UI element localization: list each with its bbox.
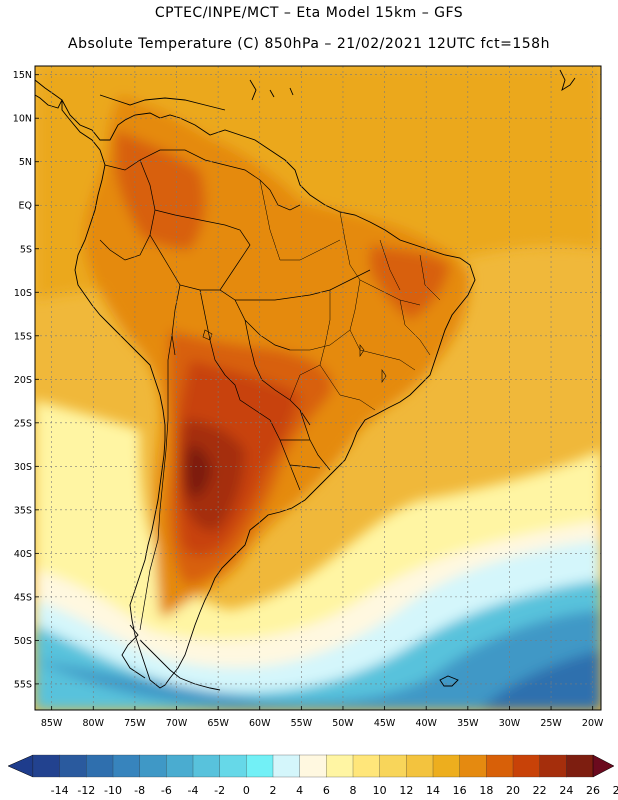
title-line-2: Absolute Temperature (C) 850hPa – 21/02/…	[68, 36, 550, 52]
lon-label: 65W	[207, 718, 229, 729]
title-line-1: CPTEC/INPE/MCT – Eta Model 15km – GFS	[154, 5, 464, 21]
colorbar-label: 2	[270, 784, 277, 797]
lon-label: 55W	[291, 718, 313, 729]
colorbar-bin	[299, 754, 327, 778]
lat-label: 15S	[14, 331, 32, 342]
colorbar-bin	[139, 754, 167, 778]
colorbar-label: -2	[214, 784, 225, 797]
colorbar-label: 0	[243, 784, 250, 797]
lat-label: 55S	[14, 679, 32, 690]
colorbar-bin	[32, 754, 61, 778]
coast-caribbean	[99, 94, 226, 111]
colorbar-label: 16	[453, 784, 467, 797]
colorbar-bin	[379, 754, 407, 778]
lon-label: 75W	[124, 718, 146, 729]
field-land-hot-3	[370, 245, 450, 320]
lat-label: 50S	[14, 636, 32, 647]
colorbar-bin	[459, 754, 487, 778]
colorbar-bin	[406, 754, 434, 778]
colorbar-label: 18	[479, 784, 493, 797]
colorbar-bin	[539, 754, 567, 778]
graticule	[35, 66, 601, 710]
colorbar-label: 12	[399, 784, 413, 797]
coast-central-america	[35, 79, 63, 109]
lat-label: 40S	[14, 549, 32, 560]
lon-label: 70W	[166, 718, 188, 729]
lon-label: 25W	[540, 718, 562, 729]
coast-tierra-del-fuego	[121, 624, 221, 691]
lat-label: 45S	[14, 592, 32, 603]
colorbar-label: 8	[350, 784, 357, 797]
lon-label: 20W	[582, 718, 604, 729]
colorbar-label: -6	[161, 784, 172, 797]
colorbar-label: 20	[506, 784, 520, 797]
colorbar-label: -8	[134, 784, 145, 797]
lat-label: 20S	[14, 375, 32, 386]
colorbar-label: -14	[51, 784, 69, 797]
colorbar-bin	[512, 754, 541, 778]
lon-label: 60W	[249, 718, 271, 729]
lat-label: 15N	[13, 70, 32, 81]
lon-label: 30W	[499, 718, 521, 729]
colorbar-bin	[86, 754, 114, 778]
colorbar-label: 10	[373, 784, 387, 797]
colorbar-label: -10	[104, 784, 122, 797]
colorbar-label: 22	[533, 784, 547, 797]
lon-label: 50W	[332, 718, 354, 729]
colorbar-bin	[432, 754, 461, 778]
temperature-field	[35, 66, 601, 710]
colorbar-label: 6	[323, 784, 330, 797]
lat-label: EQ	[19, 201, 32, 212]
lakes	[202, 329, 387, 383]
lon-label: 35W	[457, 718, 479, 729]
colorbar-bin	[59, 754, 87, 778]
lon-label: 80W	[83, 718, 105, 729]
colorbar-bin	[272, 754, 301, 778]
colorbar: -14 -12 -10 -8 -6 -4 -2 0 2 4 6 8 10 12 14 16 18 20 22 24 26…	[7, 754, 618, 797]
lon-label: 45W	[374, 718, 396, 729]
lat-label: 35S	[14, 505, 32, 516]
colorbar-label: -4	[188, 784, 199, 797]
lat-label: 10S	[14, 288, 32, 299]
field-south-blue	[35, 610, 601, 710]
lat-label: 30S	[14, 462, 32, 473]
lon-label: 85W	[41, 718, 63, 729]
coast-falklands	[439, 675, 459, 687]
coast-south-america	[61, 99, 476, 689]
colorbar-bin	[112, 754, 141, 778]
colorbar-bin	[246, 754, 274, 778]
lat-label: 25S	[14, 418, 32, 429]
colorbar-label: 24	[559, 784, 573, 797]
colorbar-underflow-triangle	[7, 754, 34, 778]
coastlines	[35, 69, 576, 691]
colorbar-bin	[166, 754, 194, 778]
coast-antilles	[249, 69, 576, 101]
colorbar-bin	[566, 754, 594, 778]
lat-label: 5N	[19, 157, 32, 168]
lat-label: 10N	[13, 114, 32, 125]
lon-label: 40W	[415, 718, 437, 729]
colorbar-label: 28	[613, 784, 618, 797]
field-land-hot	[115, 130, 206, 250]
map-frame	[34, 65, 602, 711]
latitude-labels: 15N 10N 5N EQ 5S 10S 15S 20S 25S 30S 35S 40S 45S 50S 5…	[13, 70, 32, 690]
colorbar-label: -12	[77, 784, 95, 797]
colorbar-bin	[192, 754, 221, 778]
colorbar-bin	[326, 754, 354, 778]
colorbar-label: 26	[586, 784, 600, 797]
lat-label: 5S	[20, 244, 32, 255]
colorbar-bin	[486, 754, 514, 778]
field-hot-peak	[184, 445, 212, 497]
colorbar-bin	[219, 754, 247, 778]
colorbar-overflow-triangle	[592, 754, 615, 778]
field-south-deep	[480, 650, 601, 710]
colorbar-bin	[352, 754, 381, 778]
longitude-labels: 85W 80W 75W 70W 65W 60W 55W 50W 45W 40W 35W 30W 25W 2…	[41, 718, 604, 729]
colorbar-label: 14	[426, 784, 440, 797]
colorbar-label: 4	[296, 784, 303, 797]
